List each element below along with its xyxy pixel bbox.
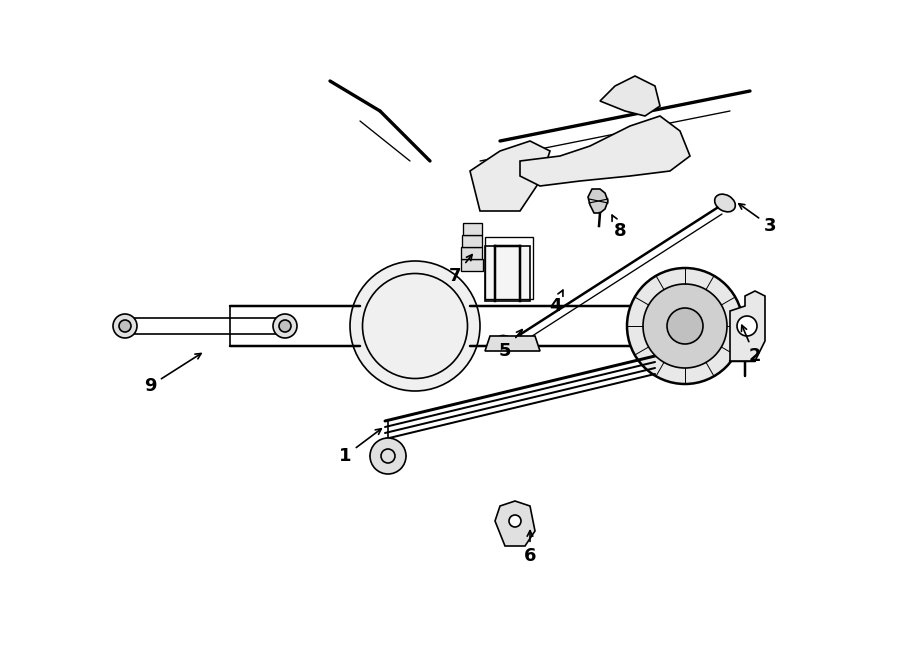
Circle shape	[279, 320, 291, 332]
Circle shape	[113, 314, 137, 338]
Circle shape	[643, 284, 727, 368]
Text: 4: 4	[549, 290, 562, 315]
Polygon shape	[730, 291, 765, 361]
Circle shape	[119, 320, 131, 332]
Text: 5: 5	[499, 330, 522, 360]
Text: 9: 9	[144, 354, 201, 395]
Circle shape	[509, 515, 521, 527]
Text: 6: 6	[524, 531, 536, 565]
Bar	[461, 259, 483, 271]
Bar	[462, 235, 482, 247]
Bar	[463, 223, 482, 235]
Circle shape	[273, 314, 297, 338]
Bar	[462, 247, 482, 259]
Polygon shape	[600, 76, 660, 116]
Text: 2: 2	[742, 325, 761, 365]
Text: 8: 8	[612, 215, 626, 240]
Circle shape	[667, 308, 703, 344]
Polygon shape	[588, 189, 608, 213]
Ellipse shape	[363, 274, 467, 379]
Circle shape	[370, 438, 406, 474]
Circle shape	[737, 316, 757, 336]
Polygon shape	[520, 116, 690, 186]
Bar	[485, 237, 533, 299]
Ellipse shape	[497, 335, 514, 350]
Polygon shape	[495, 501, 535, 546]
Bar	[485, 246, 530, 301]
Text: 3: 3	[739, 204, 776, 235]
Polygon shape	[470, 141, 550, 211]
Text: 7: 7	[449, 254, 473, 285]
Polygon shape	[485, 336, 540, 351]
Text: 1: 1	[338, 429, 382, 465]
Ellipse shape	[715, 194, 735, 212]
Ellipse shape	[350, 261, 480, 391]
Circle shape	[627, 268, 743, 384]
